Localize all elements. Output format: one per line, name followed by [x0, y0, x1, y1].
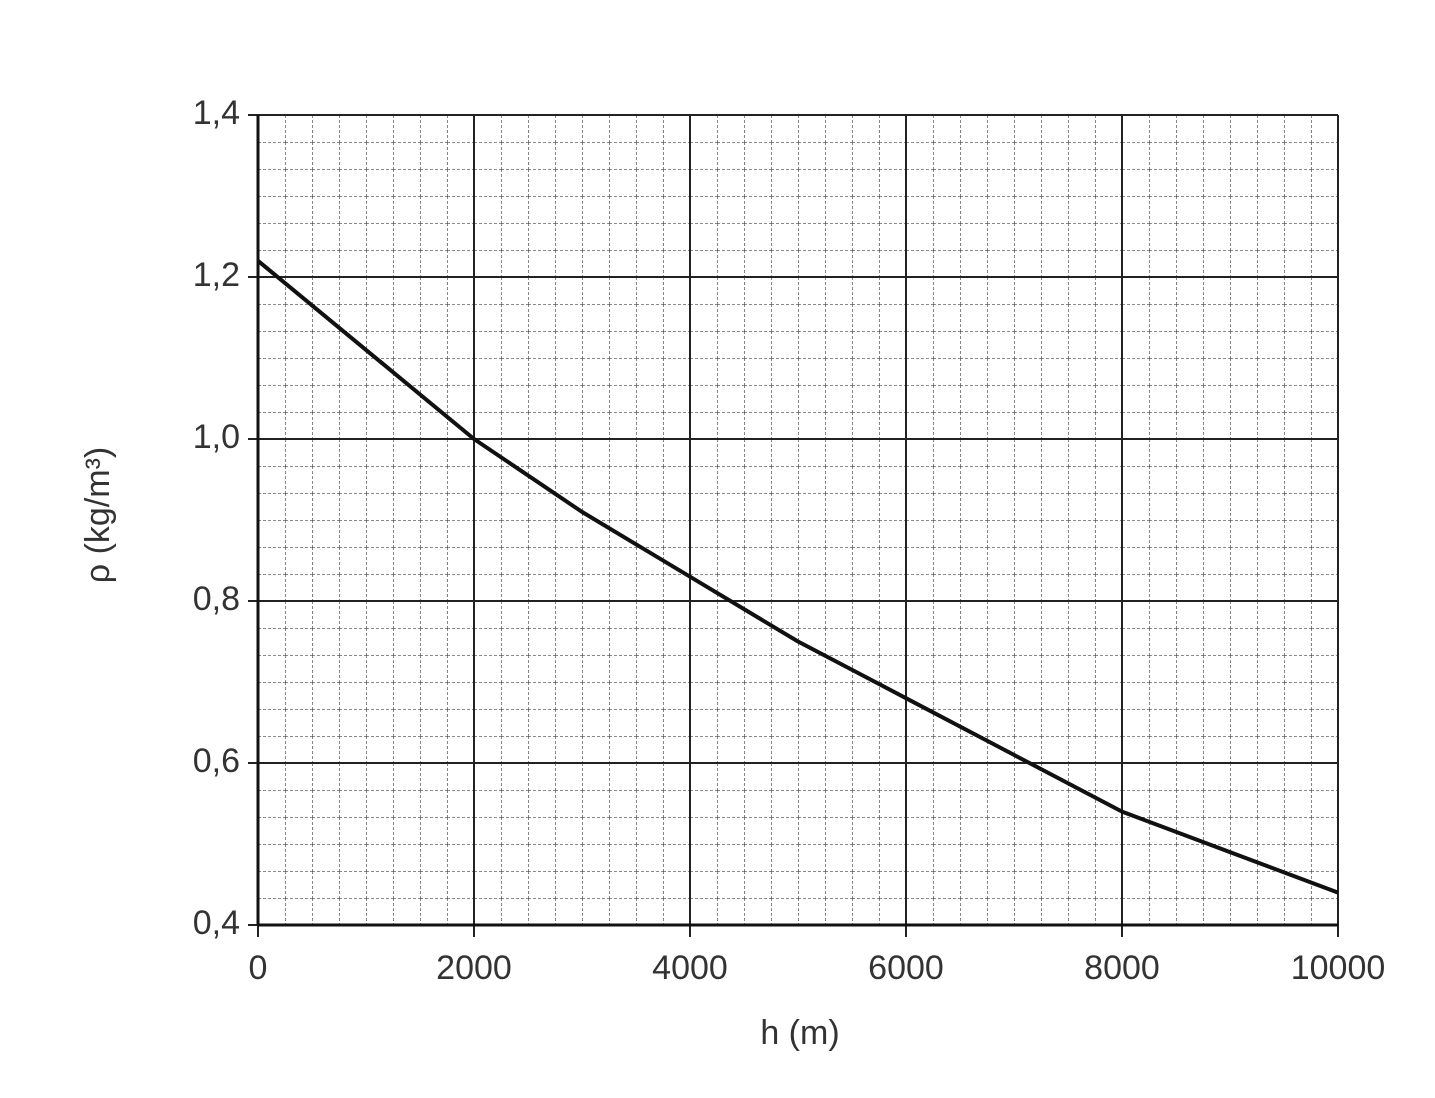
- x-tick-label: 6000: [868, 949, 944, 987]
- data-line: [256, 259, 1339, 895]
- x-axis-label: h (m): [760, 1014, 839, 1052]
- y-tick-label: 0,6: [193, 742, 240, 780]
- x-tick-label: 2000: [436, 949, 512, 987]
- x-tick-label: 10000: [1291, 949, 1386, 987]
- x-tick-label: 8000: [1084, 949, 1160, 987]
- y-tick-label: 0,4: [193, 904, 240, 942]
- y-tick-label: 1,4: [193, 94, 240, 132]
- minor-grid: [258, 115, 1338, 925]
- y-tick-label: 0,8: [193, 580, 240, 618]
- y-axis-label: ρ (kg/m³): [79, 447, 117, 583]
- x-tick-label: 4000: [652, 949, 728, 987]
- y-tick-label: 1,2: [193, 256, 240, 294]
- x-tick-label: 0: [249, 949, 268, 987]
- y-tick-label: 1,0: [193, 418, 240, 456]
